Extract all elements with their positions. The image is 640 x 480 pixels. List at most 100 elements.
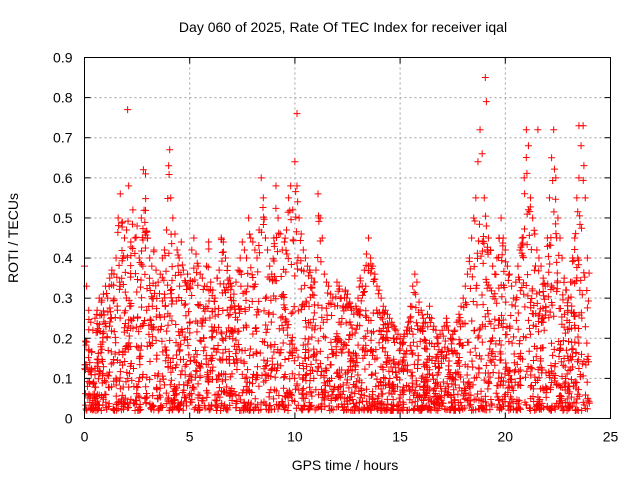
data-point xyxy=(226,392,234,400)
data-point xyxy=(559,296,567,304)
data-point xyxy=(555,251,563,259)
data-point xyxy=(426,352,434,360)
data-point xyxy=(168,300,176,308)
data-point xyxy=(283,324,291,332)
data-point xyxy=(85,354,93,362)
data-point xyxy=(322,388,330,396)
data-point xyxy=(444,326,452,334)
data-point xyxy=(556,392,564,400)
data-point xyxy=(135,378,143,386)
data-point xyxy=(219,306,227,314)
data-point xyxy=(447,391,455,399)
data-point xyxy=(99,395,107,403)
data-point xyxy=(269,276,277,284)
data-point xyxy=(471,326,479,334)
data-point xyxy=(547,386,555,394)
data-point xyxy=(470,263,478,271)
data-point xyxy=(574,325,582,333)
data-point xyxy=(264,246,272,254)
data-point xyxy=(208,327,216,335)
data-point xyxy=(173,246,181,254)
data-point xyxy=(294,254,302,262)
data-point xyxy=(486,338,494,346)
data-point xyxy=(381,320,389,328)
data-point xyxy=(264,372,272,380)
data-point xyxy=(207,278,215,286)
data-point xyxy=(412,319,420,327)
data-point xyxy=(288,396,296,404)
data-point xyxy=(478,403,486,411)
data-point xyxy=(576,212,584,220)
data-point xyxy=(523,367,531,375)
data-point xyxy=(194,319,202,327)
data-point xyxy=(143,227,151,235)
data-point xyxy=(441,405,449,413)
data-point xyxy=(522,126,530,134)
data-point xyxy=(515,404,523,412)
data-point xyxy=(532,322,540,330)
data-point xyxy=(99,357,107,365)
data-point xyxy=(182,398,190,406)
data-point xyxy=(302,370,310,378)
data-point xyxy=(375,286,383,294)
data-point xyxy=(443,380,451,388)
data-point xyxy=(112,339,120,347)
data-point xyxy=(295,214,303,222)
data-point xyxy=(257,228,265,236)
data-point xyxy=(560,405,568,413)
data-point xyxy=(287,261,295,269)
data-point xyxy=(272,277,280,285)
data-point xyxy=(517,243,525,251)
data-point xyxy=(145,338,153,346)
data-point xyxy=(569,363,577,371)
data-point xyxy=(98,296,106,304)
data-point xyxy=(472,194,480,202)
data-point xyxy=(535,267,543,275)
data-point xyxy=(104,294,112,302)
data-point xyxy=(351,329,359,337)
data-point xyxy=(377,313,385,321)
data-point xyxy=(578,224,586,232)
data-point xyxy=(143,342,151,350)
data-point xyxy=(236,396,244,404)
data-point xyxy=(309,315,317,323)
data-point xyxy=(109,359,117,367)
data-point xyxy=(310,351,318,359)
data-point xyxy=(187,389,195,397)
data-point xyxy=(498,373,506,381)
data-point xyxy=(171,396,179,404)
data-point xyxy=(538,369,546,377)
data-point xyxy=(115,261,123,269)
data-point xyxy=(353,309,361,317)
data-point xyxy=(367,260,375,268)
data-point xyxy=(362,332,370,340)
data-point xyxy=(358,291,366,299)
data-point xyxy=(179,406,187,414)
data-point xyxy=(311,278,319,286)
data-point xyxy=(228,328,236,336)
data-point xyxy=(385,389,393,397)
data-point xyxy=(178,261,186,269)
data-point xyxy=(440,392,448,400)
data-point xyxy=(360,266,368,274)
data-point xyxy=(148,401,156,409)
data-point xyxy=(415,308,423,316)
data-point xyxy=(262,321,270,329)
data-point xyxy=(167,294,175,302)
data-point xyxy=(421,337,429,345)
data-point xyxy=(88,348,96,356)
data-point xyxy=(468,273,476,281)
data-point xyxy=(143,234,151,242)
data-point xyxy=(506,367,514,375)
data-point xyxy=(314,301,322,309)
data-point xyxy=(156,403,164,411)
data-point xyxy=(304,262,312,270)
data-point xyxy=(253,350,261,358)
data-point xyxy=(528,287,536,295)
data-point xyxy=(120,252,128,260)
data-point xyxy=(188,246,196,254)
data-point xyxy=(189,277,197,285)
data-point xyxy=(394,330,402,338)
data-point xyxy=(502,359,510,367)
data-point xyxy=(301,348,309,356)
